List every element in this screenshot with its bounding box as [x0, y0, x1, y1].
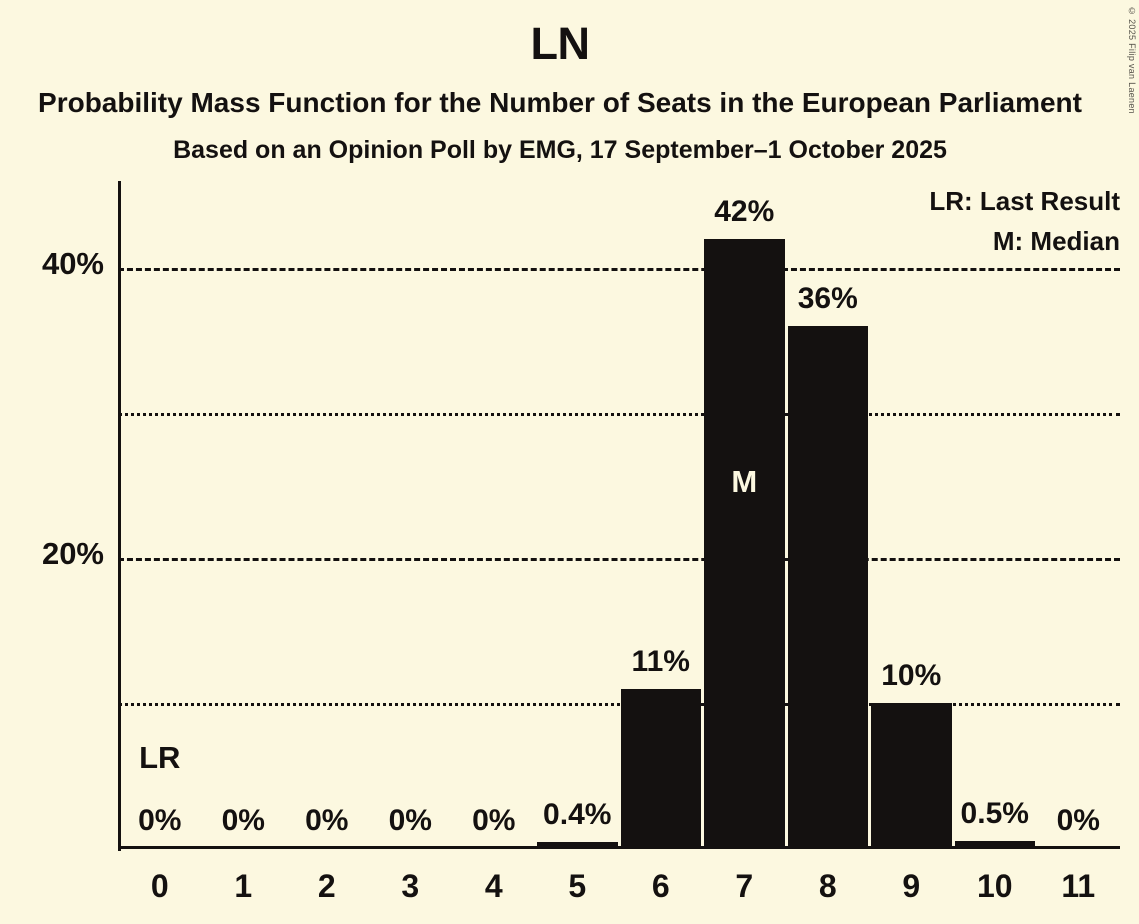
gridline-40	[118, 268, 1120, 271]
x-tick-label-8: 8	[818, 868, 837, 904]
gridline-10	[118, 703, 1120, 706]
bar-value-label: 36%	[797, 282, 858, 315]
last-result-marker: LR	[139, 740, 181, 775]
x-tick-label-6: 6	[651, 868, 670, 904]
y-tick-label-20: 20%	[41, 536, 104, 571]
x-tick-label-3: 3	[401, 868, 420, 904]
bar-value-label: 42%	[714, 195, 775, 228]
bar-value-label: 0%	[221, 804, 265, 837]
chart-source-subtitle: Based on an Opinion Poll by EMG, 17 Sept…	[173, 136, 947, 164]
bar	[537, 842, 618, 848]
gridline-30	[118, 413, 1120, 416]
bar	[620, 688, 701, 848]
x-tick-label-2: 2	[317, 868, 336, 904]
x-tick-label-5: 5	[568, 868, 587, 904]
legend-median: M: Median	[992, 226, 1120, 256]
bar-value-label: 0%	[305, 804, 349, 837]
bar-value-label: 0%	[388, 804, 432, 837]
y-tick-label-40: 40%	[41, 246, 104, 281]
bar	[871, 703, 952, 848]
page-title: LN	[530, 18, 591, 69]
bar	[704, 239, 785, 848]
bar-value-label: 0.5%	[960, 796, 1029, 830]
bar-value-label: 10%	[881, 659, 942, 692]
x-axis-line	[118, 846, 1120, 849]
x-tick-label-11: 11	[1061, 868, 1096, 904]
x-tick-label-4: 4	[484, 868, 503, 904]
copyright-notice: © 2025 Filip van Laenen	[1127, 6, 1137, 114]
bar-value-label: 0%	[472, 804, 516, 837]
bar-value-label: 0.4%	[543, 798, 612, 832]
legend-last-result: LR: Last Result	[929, 186, 1120, 216]
x-tick-label-10: 10	[976, 868, 1013, 904]
x-tick-label-7: 7	[735, 868, 754, 904]
bar-value-label: 0%	[138, 804, 182, 837]
x-tick-label-1: 1	[234, 868, 253, 904]
bar	[787, 326, 868, 848]
x-tick-label-9: 9	[902, 868, 921, 904]
x-tick-label-0: 0	[150, 868, 169, 904]
gridline-20	[118, 558, 1120, 561]
y-axis-line	[118, 181, 121, 851]
plot-area: LR M	[118, 181, 1120, 848]
bar-value-label: 0%	[1056, 804, 1100, 837]
bar-value-label: 11%	[631, 644, 690, 678]
chart-subtitle: Probability Mass Function for the Number…	[38, 87, 1082, 118]
bar	[954, 840, 1035, 848]
median-marker: M	[731, 463, 758, 499]
